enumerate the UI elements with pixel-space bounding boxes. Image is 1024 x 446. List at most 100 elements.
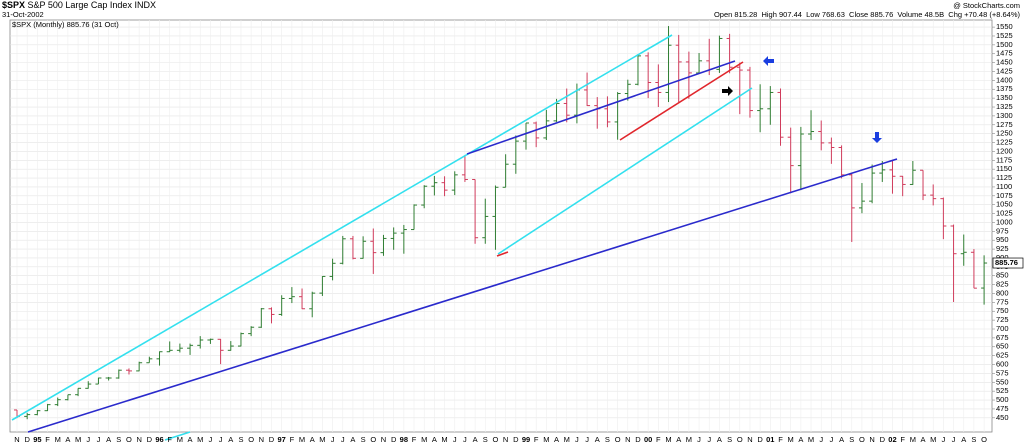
x-tick-label: N	[381, 435, 386, 444]
x-tick-label: J	[697, 435, 701, 444]
y-tick-label: 1375	[996, 84, 1013, 93]
x-tick-label: 00	[644, 435, 652, 444]
x-tick-label: F	[167, 435, 172, 444]
x-tick-label: M	[55, 435, 61, 444]
x-tick-label: O	[615, 435, 621, 444]
x-tick-label: 97	[278, 435, 286, 444]
y-tick-label: 1250	[996, 129, 1013, 138]
x-tick-label: F	[290, 435, 295, 444]
x-tick-label: A	[350, 435, 355, 444]
x-tick-label: J	[585, 435, 589, 444]
y-tick-label: 725	[996, 315, 1009, 324]
x-tick-label: S	[849, 435, 854, 444]
trendline	[496, 251, 509, 257]
x-tick-label: A	[676, 435, 681, 444]
x-tick-label: M	[686, 435, 692, 444]
x-tick-label: A	[310, 435, 315, 444]
x-tick-label: M	[177, 435, 183, 444]
x-tick-label: D	[391, 435, 397, 444]
x-tick-label: S	[238, 435, 243, 444]
y-tick-label: 675	[996, 333, 1009, 342]
x-tick-label: J	[463, 435, 467, 444]
y-tick-label: 1025	[996, 209, 1013, 218]
x-tick-label: S	[483, 435, 488, 444]
y-tick-label: 450	[996, 413, 1009, 422]
x-tick-label: D	[635, 435, 641, 444]
arrows	[722, 56, 882, 143]
arrow	[872, 132, 882, 143]
y-tick-label: 1500	[996, 40, 1013, 49]
x-tick-label: N	[14, 435, 19, 444]
y-tick-label: 925	[996, 244, 1009, 253]
x-tick-label: F	[412, 435, 417, 444]
x-tick-label: 99	[522, 435, 530, 444]
y-tick-label: 1300	[996, 111, 1013, 120]
x-tick-label: O	[126, 435, 132, 444]
x-tick-label: F	[778, 435, 783, 444]
x-tick-label: O	[859, 435, 865, 444]
x-tick-label: J	[952, 435, 956, 444]
x-tick-label: J	[575, 435, 579, 444]
watermark: @ StockCharts.com	[953, 1, 1020, 10]
x-tick-label: F	[534, 435, 539, 444]
x-tick-label: A	[228, 435, 233, 444]
y-tick-label: 850	[996, 271, 1009, 280]
x-tick-label: M	[910, 435, 916, 444]
y-tick-label: 1350	[996, 93, 1013, 102]
x-tick-label: A	[554, 435, 559, 444]
x-tick-label: A	[188, 435, 193, 444]
x-tick-label: D	[513, 435, 519, 444]
x-tick-label: A	[65, 435, 70, 444]
x-tick-label: M	[197, 435, 203, 444]
y-tick-label: 700	[996, 324, 1009, 333]
x-tick-label: 01	[766, 435, 774, 444]
x-tick-label: A	[961, 435, 966, 444]
x-tick-label: N	[747, 435, 752, 444]
x-tick-label: O	[737, 435, 743, 444]
quote: Open 815.28 High 907.44 Low 768.63 Close…	[714, 10, 1021, 19]
y-tick-label: 750	[996, 306, 1009, 315]
last-price-box	[992, 257, 1024, 269]
x-tick-label: D	[269, 435, 275, 444]
x-tick-label: F	[900, 435, 905, 444]
y-tick-label: 1050	[996, 200, 1013, 209]
y-tick-label: 500	[996, 395, 1009, 404]
x-tick-label: A	[921, 435, 926, 444]
x-tick-label: M	[441, 435, 447, 444]
x-tick-label: M	[543, 435, 549, 444]
bars	[14, 26, 988, 420]
y-tick-label: 600	[996, 360, 1009, 369]
y-tick-label: 650	[996, 342, 1009, 351]
y-tick-label: 575	[996, 368, 1009, 377]
trendline	[27, 158, 898, 433]
last-price-label: 885.76	[995, 258, 1018, 267]
x-tick-label: O	[248, 435, 254, 444]
x-tick-label: D	[24, 435, 30, 444]
x-tick-label: M	[930, 435, 936, 444]
x-tick-label: N	[136, 435, 141, 444]
x-tick-label: S	[727, 435, 732, 444]
trendline	[164, 431, 191, 441]
x-tick-label: A	[595, 435, 600, 444]
legend: $SPX (Monthly) 885.76 (31 Oct)	[12, 20, 119, 29]
x-tick-label: M	[788, 435, 794, 444]
trendline	[11, 34, 673, 421]
x-tick-label: J	[209, 435, 213, 444]
x-tick-label: M	[665, 435, 671, 444]
y-tick-label: 1325	[996, 102, 1013, 111]
x-tick-label: S	[116, 435, 121, 444]
x-tick-label: D	[147, 435, 153, 444]
x-tick-label: A	[798, 435, 803, 444]
y-tick-label: 1400	[996, 75, 1013, 84]
y-tick-label: 525	[996, 386, 1009, 395]
y-tick-label: 1450	[996, 58, 1013, 67]
y-tick-label: 1225	[996, 138, 1013, 147]
x-tick-label: J	[942, 435, 946, 444]
x-tick-label: J	[97, 435, 101, 444]
y-tick-label: 1425	[996, 66, 1013, 75]
x-tick-label: A	[717, 435, 722, 444]
x-tick-label: M	[75, 435, 81, 444]
x-tick-label: F	[656, 435, 661, 444]
trendline	[466, 60, 736, 155]
